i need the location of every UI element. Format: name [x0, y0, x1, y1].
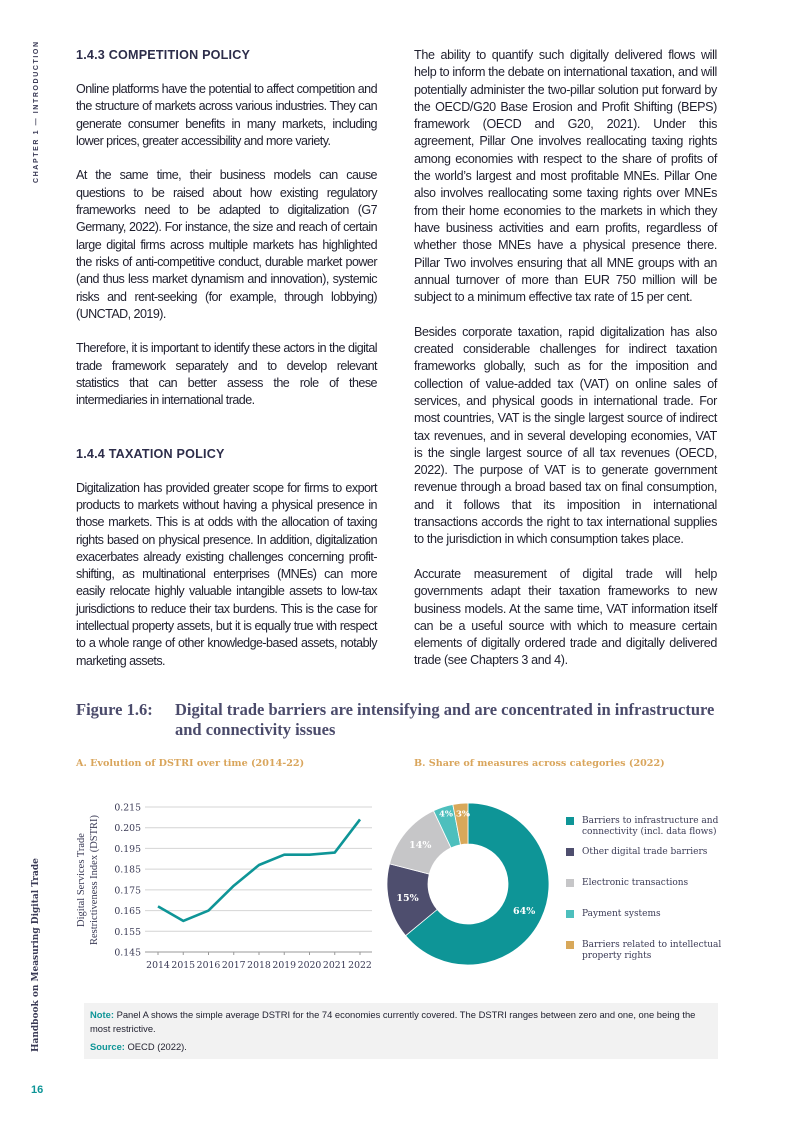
x-tick-label: 2014	[146, 960, 170, 971]
paragraph: Therefore, it is important to identify t…	[76, 341, 378, 408]
slice-label: 3%	[456, 809, 470, 819]
pie-slice	[405, 802, 550, 966]
y-tick-label: 0.175	[114, 885, 141, 896]
note-text: Panel A shows the simple average DSTRI f…	[90, 1009, 696, 1034]
pie-legend: Barriers to infrastructure and connectiv…	[566, 816, 744, 971]
paragraph: Accurate measurement of digital trade wi…	[414, 566, 717, 668]
legend-item: Barriers to infrastructure and connectiv…	[566, 816, 744, 847]
source-label: Source:	[90, 1041, 125, 1052]
y-tick-label: 0.145	[114, 948, 141, 959]
paragraph: Online platforms have the potential to a…	[76, 82, 378, 148]
legend-label: Payment systems	[582, 909, 661, 919]
left-column: 1.4.3 COMPETITION POLICY Online platform…	[76, 47, 378, 670]
x-tick-label: 2022	[348, 960, 372, 971]
y-tick-label: 0.165	[114, 906, 141, 917]
x-tick-label: 2016	[197, 960, 221, 971]
y-axis-label-line1: Digital Services Trade	[76, 833, 87, 927]
legend-label: Electronic transactions	[582, 878, 689, 888]
y-axis-label-line2: Restrictiveness Index (DSTRI)	[89, 814, 100, 945]
x-tick-label: 2015	[171, 960, 195, 971]
y-tick-label: 0.185	[114, 865, 141, 876]
legend-swatch	[566, 879, 574, 887]
x-tick-label: 2017	[222, 960, 246, 971]
paragraph: Digitalization has provided greater scop…	[76, 480, 378, 668]
pie-slice	[452, 802, 469, 846]
paragraph: At the same time, their business models …	[76, 168, 378, 321]
legend-item: Other digital trade barriers	[566, 847, 744, 878]
source-text: OECD (2022).	[127, 1041, 187, 1052]
y-tick-label: 0.155	[114, 927, 141, 938]
legend-item: Barriers related to intellectual propert…	[566, 940, 744, 971]
panel-b-title: B. Share of measures across categories (…	[414, 758, 665, 769]
y-tick-label: 0.215	[114, 803, 141, 814]
legend-swatch	[566, 910, 574, 918]
figure-title: Figure 1.6: Digital trade barriers are i…	[76, 700, 715, 740]
slice-label: 64%	[513, 906, 535, 917]
y-tick-label: 0.205	[114, 823, 141, 834]
figure-note: Note: Panel A shows the simple average D…	[84, 1003, 718, 1059]
x-tick-label: 2021	[323, 960, 347, 971]
paragraph: Besides corporate taxation, rapid digita…	[414, 324, 717, 547]
legend-swatch	[566, 941, 574, 949]
panel-a-title: A. Evolution of DSTRI over time (2014-22…	[76, 758, 305, 769]
x-tick-label: 2019	[272, 960, 296, 971]
legend-label: Other digital trade barriers	[582, 847, 708, 857]
section-heading-competition: 1.4.3 COMPETITION POLICY	[76, 48, 251, 62]
x-tick-label: 2018	[247, 960, 271, 971]
legend-item: Electronic transactions	[566, 878, 744, 909]
legend-swatch	[566, 817, 574, 825]
slice-label: 4%	[439, 809, 453, 819]
legend-swatch	[566, 848, 574, 856]
x-tick-label: 2020	[298, 960, 322, 971]
slice-label: 14%	[409, 840, 431, 851]
note-label: Note:	[90, 1009, 114, 1020]
paragraph: The ability to quantify such digitally d…	[414, 48, 717, 305]
dstri-line	[157, 818, 362, 923]
page-number: 16	[31, 1084, 44, 1096]
legend-label: Barriers related to intellectual propert…	[582, 940, 722, 961]
section-heading-taxation: 1.4.4 TAXATION POLICY	[76, 446, 225, 461]
figure-number: Figure 1.6:	[76, 700, 153, 719]
legend-label: Barriers to infrastructure and connectiv…	[582, 816, 719, 837]
figure-caption: Digital trade barriers are intensifying …	[175, 700, 715, 739]
slice-label: 15%	[396, 893, 418, 904]
right-column: The ability to quantify such digitally d…	[414, 47, 717, 670]
legend-item: Payment systems	[566, 909, 744, 940]
y-tick-label: 0.195	[114, 844, 141, 855]
